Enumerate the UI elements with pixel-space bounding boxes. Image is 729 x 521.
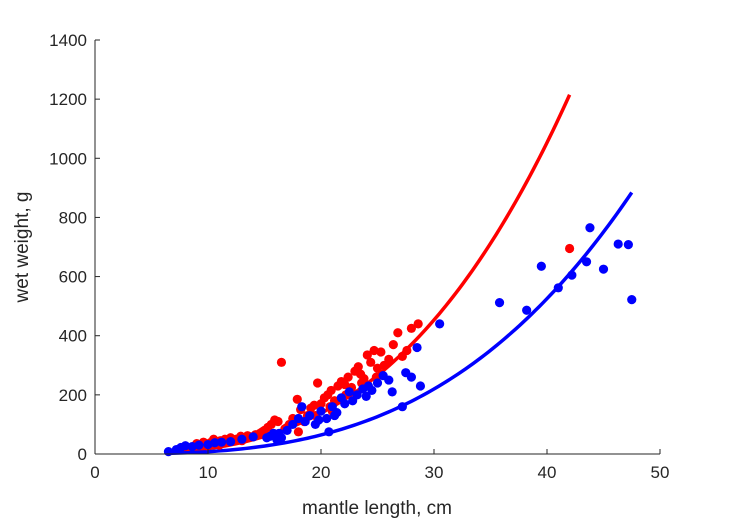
data-point-series-2	[407, 373, 416, 382]
data-point-series-2	[495, 298, 504, 307]
data-point-series-2	[373, 378, 382, 387]
data-point-series-2	[194, 441, 203, 450]
data-point-series-2	[412, 343, 421, 352]
x-tick-label: 30	[425, 463, 444, 482]
y-tick-label: 1000	[49, 149, 87, 168]
data-point-series-2	[384, 375, 393, 384]
y-axis-label: wet weight, g	[12, 192, 33, 304]
data-point-series-2	[398, 402, 407, 411]
data-point-series-1	[273, 417, 282, 426]
data-point-series-2	[627, 295, 636, 304]
data-point-series-2	[164, 447, 173, 456]
data-point-series-1	[313, 378, 322, 387]
x-tick-label: 0	[90, 463, 99, 482]
data-point-series-2	[585, 223, 594, 232]
data-point-series-2	[217, 438, 226, 447]
data-point-series-2	[340, 399, 349, 408]
y-tick-label: 400	[59, 327, 87, 346]
data-point-series-2	[624, 240, 633, 249]
y-tick-label: 800	[59, 208, 87, 227]
data-point-series-1	[277, 358, 286, 367]
data-point-series-2	[324, 427, 333, 436]
data-point-series-2	[314, 415, 323, 424]
data-point-series-2	[262, 433, 271, 442]
data-point-series-2	[249, 432, 258, 441]
data-point-series-2	[330, 411, 339, 420]
data-point-series-2	[237, 435, 246, 444]
data-point-series-1	[414, 319, 423, 328]
data-point-series-2	[582, 257, 591, 266]
x-tick-label: 10	[199, 463, 218, 482]
data-point-series-2	[435, 319, 444, 328]
y-tick-label: 0	[78, 445, 87, 464]
data-point-series-2	[297, 402, 306, 411]
x-axis-label: mantle length, cm	[302, 498, 452, 519]
data-point-series-2	[275, 429, 284, 438]
x-tick-label: 40	[538, 463, 557, 482]
data-point-series-1	[393, 328, 402, 337]
data-point-series-1	[402, 346, 411, 355]
data-point-series-2	[226, 437, 235, 446]
data-point-series-2	[305, 411, 314, 420]
data-point-series-2	[537, 262, 546, 271]
data-point-series-1	[294, 427, 303, 436]
data-point-series-2	[364, 381, 373, 390]
data-point-series-1	[376, 347, 385, 356]
data-point-series-2	[599, 265, 608, 274]
data-point-series-2	[554, 283, 563, 292]
data-point-series-1	[565, 244, 574, 253]
data-point-series-2	[614, 239, 623, 248]
data-point-series-2	[522, 306, 531, 315]
data-point-series-1	[384, 355, 393, 364]
data-point-series-2	[322, 414, 331, 423]
data-point-series-2	[345, 387, 354, 396]
data-point-series-2	[567, 270, 576, 279]
data-point-series-2	[388, 387, 397, 396]
x-tick-label: 50	[651, 463, 670, 482]
x-tick-label: 20	[312, 463, 331, 482]
data-point-series-1	[389, 340, 398, 349]
y-tick-label: 200	[59, 386, 87, 405]
y-tick-label: 600	[59, 268, 87, 287]
data-point-series-2	[316, 407, 325, 416]
y-tick-label: 1400	[49, 31, 87, 50]
y-tick-label: 1200	[49, 90, 87, 109]
data-point-series-2	[416, 381, 425, 390]
